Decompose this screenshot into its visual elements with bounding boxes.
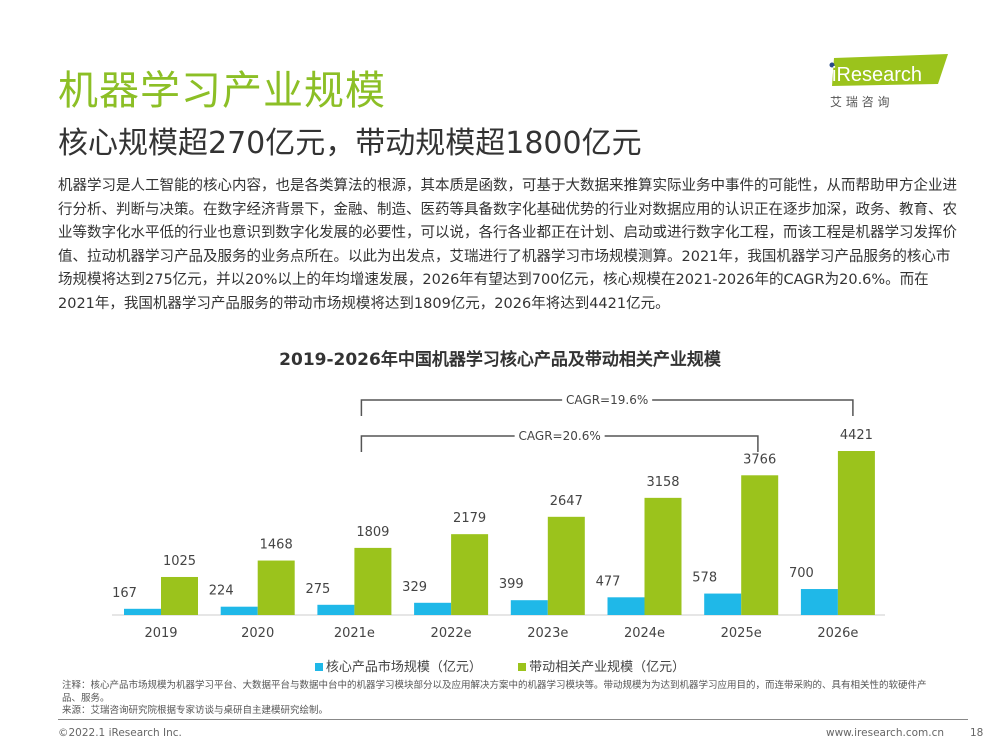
data-label: 4421	[840, 428, 873, 443]
x-tick-label: 2022e	[431, 626, 472, 641]
bar-core	[317, 604, 355, 615]
data-label: 2179	[453, 511, 486, 526]
note-text: 注释：核心产品市场规模为机器学习平台、大数据平台与数据中台中的机器学习模块部分以…	[62, 680, 927, 704]
x-tick-label: 2024e	[624, 626, 665, 641]
legend-swatch-driven	[518, 663, 527, 671]
bar-core	[414, 602, 452, 615]
copyright: ©2022.1 iResearch Inc.	[58, 727, 182, 739]
x-tick-label: 2021e	[334, 626, 375, 641]
chart-title: 2019-2026年中国机器学习核心产品及带动相关产业规模	[279, 350, 721, 370]
cagr-label: CAGR=19.6%	[566, 393, 648, 407]
data-label: 1809	[356, 525, 389, 540]
data-label: 700	[789, 566, 814, 581]
website-link[interactable]: www.iresearch.com.cn	[826, 727, 945, 739]
data-label: 578	[692, 571, 717, 586]
data-label: 329	[402, 580, 427, 595]
data-label: 399	[499, 577, 524, 592]
bar-driven	[161, 576, 198, 615]
bar-driven	[547, 516, 585, 615]
data-label: 2647	[550, 494, 583, 509]
bar-core	[220, 606, 258, 615]
data-label: 1025	[163, 554, 196, 569]
body-paragraph: 机器学习是人工智能的核心内容，也是各类算法的根源，其本质是函数，可基于大数据来推…	[58, 178, 957, 312]
x-tick-label: 2026e	[817, 626, 858, 641]
cagr-label-bg	[562, 391, 653, 409]
page-subtitle: 核心规模超270亿元，带动规模超1800亿元	[58, 126, 642, 161]
data-label: 275	[305, 582, 330, 597]
bar-core	[704, 593, 742, 615]
data-label: 167	[112, 586, 137, 601]
bar-core	[124, 608, 161, 615]
legend-label-core: 核心产品市场规模（亿元）	[325, 660, 482, 675]
bar-driven	[741, 475, 779, 615]
x-tick-label: 2019	[144, 626, 177, 641]
x-tick-label: 2020	[241, 626, 274, 641]
footnote: 注释：核心产品市场规模为机器学习平台、大数据平台与数据中台中的机器学习模块部分以…	[62, 680, 942, 718]
data-label: 3766	[743, 452, 776, 467]
legend-item-core: 核心产品市场规模（亿元）	[314, 660, 482, 675]
legend-item-driven: 带动相关产业规模（亿元）	[518, 660, 685, 675]
page-title: 机器学习产业规模	[58, 68, 386, 114]
bar-driven	[837, 451, 875, 615]
bar-driven	[644, 497, 682, 615]
cagr-label-bg	[514, 427, 605, 445]
x-tick-label: 2023e	[527, 626, 568, 641]
bar-core	[607, 597, 645, 615]
bar-driven	[257, 560, 295, 615]
chart-legend: 核心产品市场规模（亿元） 带动相关产业规模（亿元）	[0, 656, 1000, 675]
svg-text:艾 瑞 咨 询: 艾 瑞 咨 询	[830, 94, 889, 109]
legend-label-driven: 带动相关产业规模（亿元）	[529, 660, 686, 675]
bar-core	[800, 589, 838, 615]
footer-divider	[58, 719, 968, 720]
bar-driven	[354, 547, 392, 615]
data-label: 224	[209, 584, 234, 599]
iresearch-logo: iResearch 艾 瑞 咨 询	[829, 54, 948, 109]
source-text: 来源：艾瑞咨询研究院根据专家访谈与桌研自主建模研究绘制。	[62, 705, 329, 716]
x-tick-label: 2025e	[721, 626, 762, 641]
data-label: 1468	[260, 538, 293, 553]
page-number: 18	[970, 727, 984, 739]
data-label: 3158	[646, 475, 679, 490]
svg-text:iResearch: iResearch	[832, 64, 922, 86]
cagr-label: CAGR=20.6%	[519, 429, 601, 443]
data-label: 477	[596, 574, 621, 589]
bar-core	[510, 600, 548, 615]
bar-driven	[451, 534, 489, 615]
legend-swatch-core	[314, 663, 323, 671]
